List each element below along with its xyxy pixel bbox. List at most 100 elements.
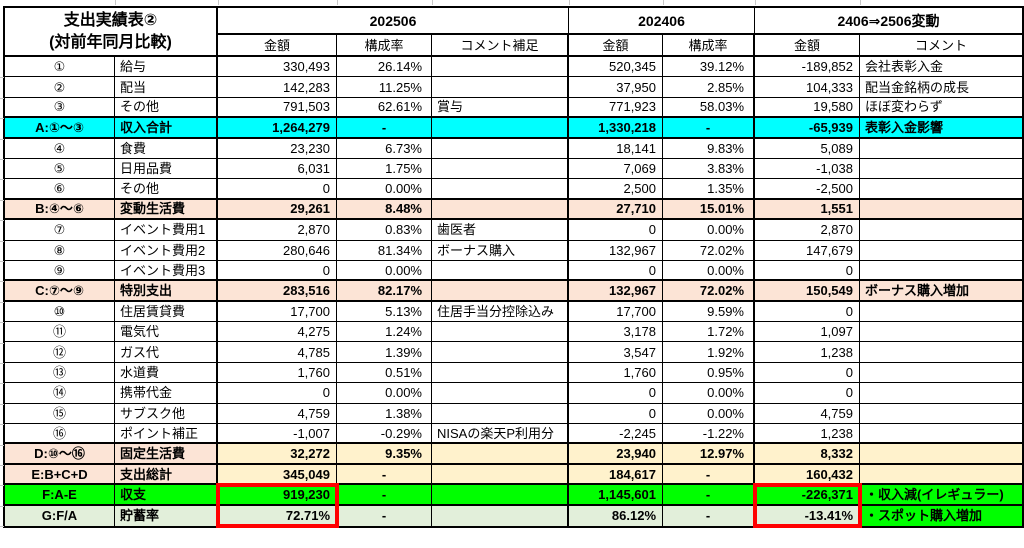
cell-row1-amount-2506[interactable]: 330,493 (218, 57, 337, 78)
cell-row1-change-note[interactable]: 会社表彰入金 (860, 57, 1022, 78)
cell-row22-row-id[interactable]: F:A-E (5, 485, 115, 506)
cell-row14-change-amount[interactable]: 1,097 (755, 322, 860, 343)
cell-row16-note-2506[interactable] (432, 362, 569, 384)
cell-row9-note-2506[interactable]: 歯医者 (432, 220, 569, 241)
cell-row11-amount-2506[interactable]: 0 (218, 260, 337, 282)
cell-row7-amount-2506[interactable]: 0 (218, 179, 337, 200)
cell-row14-ratio-2406[interactable]: 1.72% (663, 322, 755, 343)
cell-row2-change-amount[interactable]: 104,333 (755, 77, 860, 98)
cell-row16-ratio-2406[interactable]: 0.95% (663, 362, 755, 384)
cell-row6-change-amount[interactable]: -1,038 (755, 158, 860, 180)
cell-row16-ratio-2506[interactable]: 0.51% (337, 362, 432, 384)
cell-row8-amount-2506[interactable]: 29,261 (218, 199, 337, 221)
cell-row22-ratio-2406[interactable]: - (663, 485, 755, 506)
cell-row6-note-2506[interactable] (432, 158, 569, 180)
cell-row3-ratio-2406[interactable]: 58.03% (663, 97, 755, 119)
cell-row23-item[interactable]: 貯蓄率 (115, 505, 218, 526)
cell-row21-change-amount[interactable]: 160,432 (755, 464, 860, 486)
cell-row6-amount-2406[interactable]: 7,069 (569, 158, 663, 180)
cell-row13-note-2506[interactable]: 住居手当分控除込み (432, 301, 569, 323)
cell-row6-ratio-2406[interactable]: 3.83% (663, 158, 755, 180)
cell-row15-change-amount[interactable]: 1,238 (755, 342, 860, 363)
cell-row5-row-id[interactable]: ④ (5, 138, 115, 159)
cell-row2-ratio-2506[interactable]: 11.25% (337, 77, 432, 98)
cell-row21-ratio-2506[interactable]: - (337, 464, 432, 486)
cell-row20-change-note[interactable] (860, 444, 1022, 465)
cell-row21-note-2506[interactable] (432, 464, 569, 486)
cell-row8-ratio-2406[interactable]: 15.01% (663, 199, 755, 221)
cell-row23-amount-2406[interactable]: 86.12% (569, 505, 663, 526)
column-header-change-note[interactable]: コメント (860, 35, 1022, 57)
cell-row11-note-2506[interactable] (432, 260, 569, 282)
cell-row19-ratio-2406[interactable]: -1.22% (663, 424, 755, 445)
cell-row21-ratio-2406[interactable]: - (663, 464, 755, 486)
cell-row7-ratio-2506[interactable]: 0.00% (337, 179, 432, 200)
cell-row22-change-amount[interactable]: -226,371 (755, 485, 860, 506)
cell-row12-ratio-2406[interactable]: 72.02% (663, 281, 755, 302)
cell-row18-item[interactable]: サブスク他 (115, 403, 218, 425)
column-header-note-2506[interactable]: コメント補足 (432, 35, 569, 57)
cell-row8-amount-2406[interactable]: 27,710 (569, 199, 663, 221)
cell-row23-change-amount[interactable]: -13.41% (755, 505, 860, 526)
period-header-202406[interactable]: 202406 (569, 8, 755, 35)
cell-row17-row-id[interactable]: ⑭ (5, 383, 115, 404)
cell-row16-amount-2506[interactable]: 1,760 (218, 362, 337, 384)
cell-row13-change-note[interactable] (860, 302, 1022, 323)
cell-row21-amount-2406[interactable]: 184,617 (569, 464, 663, 486)
cell-row19-ratio-2506[interactable]: -0.29% (337, 424, 432, 445)
cell-row2-row-id[interactable]: ② (5, 77, 115, 98)
column-header-ratio-2406[interactable]: 構成率 (663, 35, 755, 57)
cell-row2-amount-2506[interactable]: 142,283 (218, 77, 337, 98)
period-header-202506[interactable]: 202506 (218, 8, 569, 35)
cell-row7-change-amount[interactable]: -2,500 (755, 179, 860, 200)
cell-row14-row-id[interactable]: ⑪ (5, 322, 115, 343)
cell-row1-row-id[interactable]: ① (5, 57, 115, 78)
cell-row21-item[interactable]: 支出総計 (115, 464, 218, 486)
cell-row12-note-2506[interactable] (432, 281, 569, 302)
cell-row9-change-note[interactable] (860, 220, 1022, 241)
cell-row12-row-id[interactable]: C:⑦〜⑨ (5, 281, 115, 302)
cell-row17-amount-2506[interactable]: 0 (218, 383, 337, 404)
cell-row15-note-2506[interactable] (432, 342, 569, 363)
cell-row10-row-id[interactable]: ⑧ (5, 240, 115, 261)
cell-row12-change-amount[interactable]: 150,549 (755, 281, 860, 302)
cell-row19-change-amount[interactable]: 1,238 (755, 424, 860, 445)
cell-row14-note-2506[interactable] (432, 322, 569, 343)
cell-row16-item[interactable]: 水道費 (115, 362, 218, 384)
cell-row3-change-note[interactable]: ほぼ変わらず (860, 98, 1022, 119)
cell-row22-change-note[interactable]: ・収入減(イレギュラー) (860, 485, 1022, 506)
cell-row3-amount-2506[interactable]: 791,503 (218, 97, 337, 119)
cell-row13-item[interactable]: 住居賃貸費 (115, 301, 218, 323)
cell-row11-change-note[interactable] (860, 261, 1022, 282)
cell-row17-change-note[interactable] (860, 383, 1022, 404)
column-header-amount-2406[interactable]: 金額 (569, 35, 663, 57)
cell-row9-change-amount[interactable]: 2,870 (755, 220, 860, 241)
cell-row7-ratio-2406[interactable]: 1.35% (663, 179, 755, 200)
cell-row21-change-note[interactable] (860, 464, 1022, 486)
cell-row6-amount-2506[interactable]: 6,031 (218, 158, 337, 180)
cell-row14-amount-2406[interactable]: 3,178 (569, 322, 663, 343)
cell-row13-change-amount[interactable]: 0 (755, 301, 860, 323)
cell-row17-ratio-2406[interactable]: 0.00% (663, 383, 755, 404)
cell-row12-item[interactable]: 特別支出 (115, 281, 218, 302)
cell-row11-ratio-2506[interactable]: 0.00% (337, 260, 432, 282)
cell-row12-amount-2506[interactable]: 283,516 (218, 281, 337, 302)
cell-row20-ratio-2406[interactable]: 12.97% (663, 444, 755, 465)
cell-row15-item[interactable]: ガス代 (115, 342, 218, 363)
cell-row16-change-note[interactable] (860, 363, 1022, 384)
cell-row1-amount-2406[interactable]: 520,345 (569, 57, 663, 78)
cell-row2-change-note[interactable]: 配当金銘柄の成長 (860, 77, 1022, 98)
cell-row18-ratio-2406[interactable]: 0.00% (663, 403, 755, 425)
cell-row18-ratio-2506[interactable]: 1.38% (337, 403, 432, 425)
cell-row13-row-id[interactable]: ⑩ (5, 301, 115, 323)
cell-row8-row-id[interactable]: B:④〜⑥ (5, 199, 115, 221)
cell-row4-amount-2506[interactable]: 1,264,279 (218, 118, 337, 139)
cell-row9-amount-2406[interactable]: 0 (569, 220, 663, 241)
cell-row19-amount-2506[interactable]: -1,007 (218, 424, 337, 445)
cell-row17-item[interactable]: 携帯代金 (115, 383, 218, 404)
cell-row14-ratio-2506[interactable]: 1.24% (337, 322, 432, 343)
cell-row15-amount-2506[interactable]: 4,785 (218, 342, 337, 363)
cell-row22-note-2506[interactable] (432, 485, 569, 506)
column-header-amount-2506[interactable]: 金額 (218, 35, 337, 57)
cell-row6-item[interactable]: 日用品費 (115, 158, 218, 180)
